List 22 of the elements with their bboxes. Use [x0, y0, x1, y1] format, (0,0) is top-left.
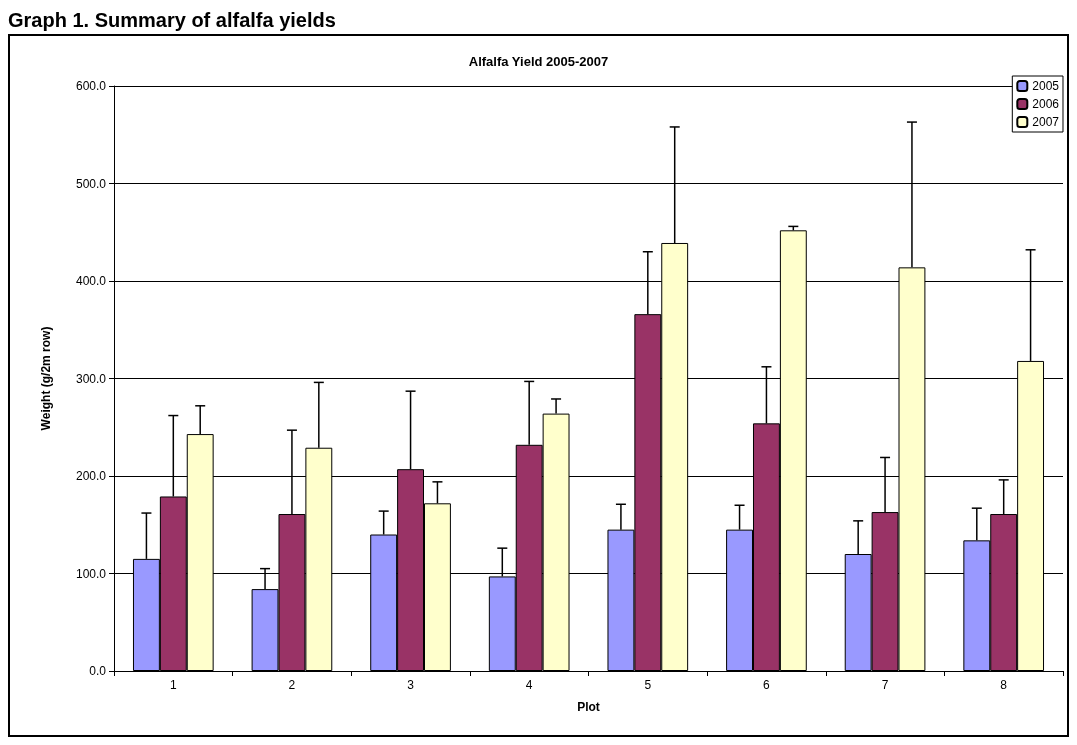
legend-label: 2005 [1032, 79, 1060, 93]
x-tick-label: 2 [288, 678, 296, 692]
x-tick-label: 6 [763, 678, 771, 692]
y-tick-label: 600.0 [75, 79, 107, 93]
y-tick-label: 200.0 [75, 469, 107, 483]
legend-label: 2007 [1032, 115, 1060, 129]
x-tick-label: 5 [644, 678, 652, 692]
x-tick-label: 1 [169, 678, 177, 692]
y-tick-label: 400.0 [75, 274, 107, 288]
y-axis-title: Weight (g/2m row) [39, 326, 53, 431]
x-tick-label: 7 [881, 678, 889, 692]
legend-label: 2006 [1032, 97, 1060, 111]
y-tick-label: 300.0 [75, 371, 107, 386]
y-tick-label: 0.0 [89, 664, 107, 678]
y-tick-label: 100.0 [75, 566, 107, 581]
y-tick-label: 500.0 [75, 176, 107, 191]
x-tick-label: 8 [1000, 678, 1008, 692]
chart-subtitle: Alfalfa Yield 2005-2007 [468, 54, 609, 69]
x-tick-label: 4 [525, 678, 533, 692]
x-tick-label: 3 [407, 678, 415, 692]
x-axis-title: Plot [577, 700, 600, 714]
chart-title: Graph 1. Summary of alfalfa yields [8, 8, 337, 32]
